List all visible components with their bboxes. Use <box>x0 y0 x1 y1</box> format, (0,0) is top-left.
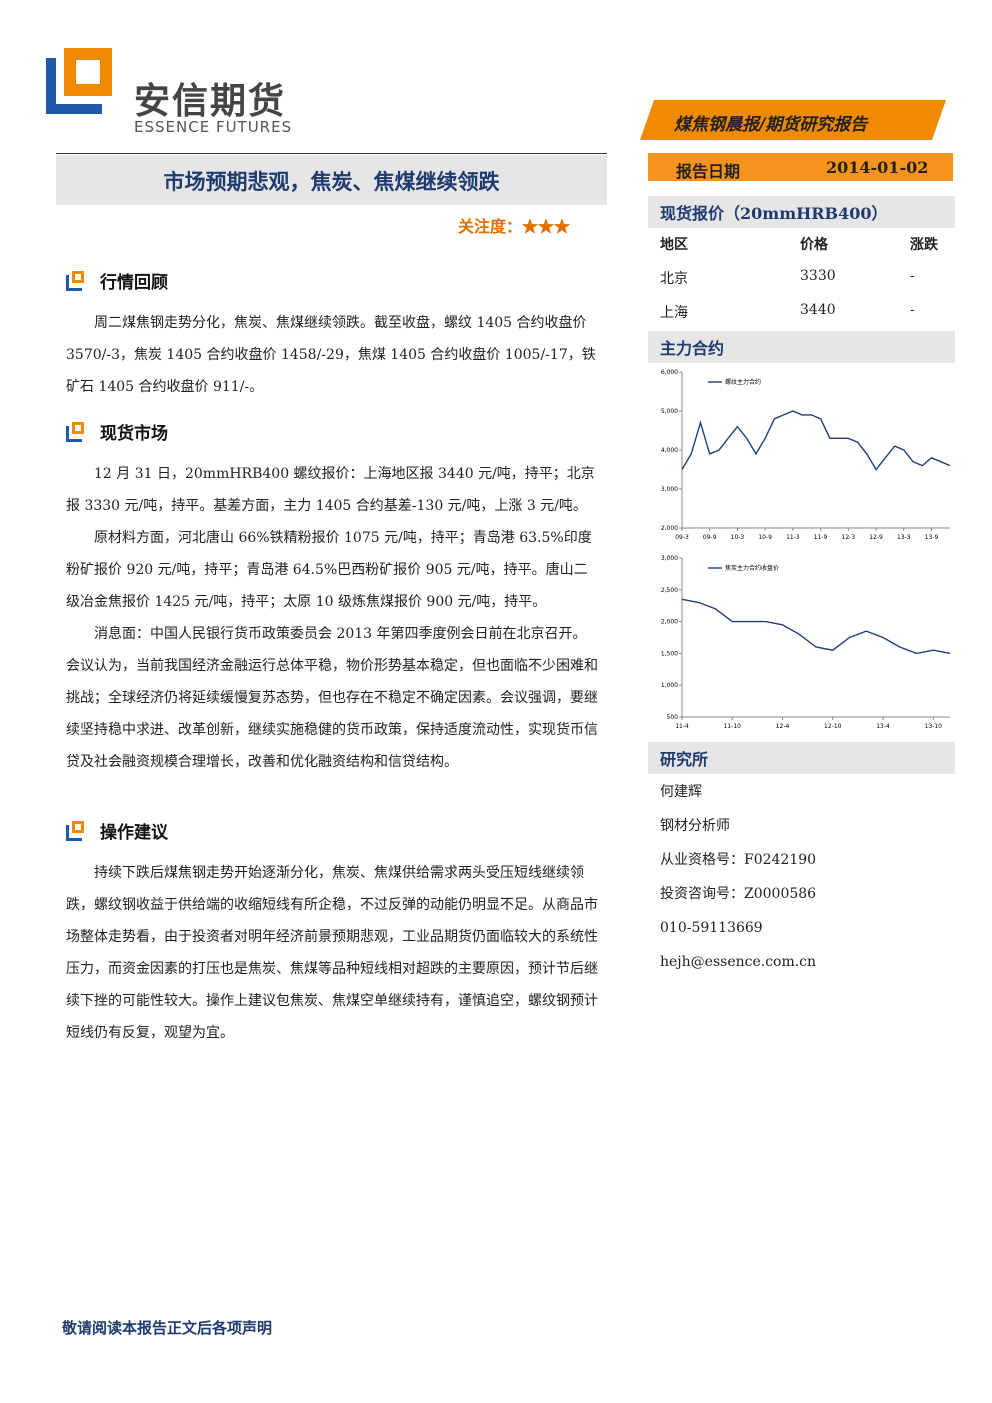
x-tick-label: 10-9 <box>758 534 772 541</box>
section-heading: 操作建议 <box>100 823 168 843</box>
x-tick-label: 11-3 <box>786 534 800 541</box>
attention: 关注度：★★★ <box>458 217 571 236</box>
y-tick-label: 2,000 <box>661 619 678 626</box>
line <box>681 410 951 471</box>
date: 2014-01-02 <box>826 158 929 177</box>
footer: 敬请阅读本报告正文后各项声明 <box>62 1319 273 1337</box>
x-tick-label: 13-10 <box>925 723 943 730</box>
x-tick-label: 13-3 <box>897 534 911 541</box>
column-header: 地区 <box>660 237 688 253</box>
y-tick-label: 5,000 <box>661 408 678 415</box>
paragraph: 12 月 31 日，20mmHRB400 螺纹报价：上海地区报 3440 元/吨… <box>66 466 595 514</box>
y-tick-label: 4,000 <box>661 447 678 454</box>
x-tick-label: 12-3 <box>842 534 856 541</box>
section-icon <box>66 421 84 442</box>
column-header: 涨跌 <box>910 237 938 253</box>
section-header: 现货市场 <box>66 419 600 444</box>
x-tick-label: 13-4 <box>876 723 890 730</box>
legend-label: 螺纹主力合约 <box>725 378 761 386</box>
report-type: 煤焦钢晨报/期货研究报告 <box>674 115 868 135</box>
research-line: hejh@essence.com.cn <box>660 954 817 970</box>
y-tick-label: 500 <box>667 714 679 721</box>
title: 市场预期悲观，焦炭、焦煤继续领跌 <box>163 169 500 194</box>
column-header: 价格 <box>800 237 828 253</box>
chart-coke: 500 1,000 1,500 2,000 2,500 3,000 11-4 11-10 12-… <box>661 555 951 730</box>
x-tick-label: 10-3 <box>731 534 745 541</box>
research-heading: 研究所 <box>648 742 955 774</box>
table-cell: 3440 <box>800 302 836 318</box>
section-icon <box>66 270 84 291</box>
section-header: 操作建议 <box>66 818 600 843</box>
report-banner <box>640 100 946 140</box>
x-tick-label: 12-9 <box>869 534 883 541</box>
section-heading: 行情回顾 <box>100 273 168 293</box>
spot-heading: 现货报价（20mmHRB400） <box>648 196 955 228</box>
y-tick-label: 1,000 <box>661 682 678 689</box>
paragraph: 周二煤焦钢走势分化，焦炭、焦煤继续领跌。截至收盘，螺纹 1405 合约收盘价 3… <box>66 315 596 395</box>
section-icon <box>66 820 84 841</box>
paragraph: 原材料方面，河北唐山 66%铁精粉报价 1075 元/吨，持平；青岛港 63.5… <box>66 530 592 610</box>
line <box>681 598 951 655</box>
x-tick-label: 12-10 <box>824 723 842 730</box>
x-tick-label: 13-9 <box>925 534 939 541</box>
paragraph: 消息面：中国人民银行货币政策委员会 2013 年第四季度例会日前在北京召开。会议… <box>66 626 598 770</box>
research-line: 何建辉 <box>660 784 702 800</box>
y-tick-label: 2,500 <box>661 587 678 594</box>
research-line: 从业资格号：F0242190 <box>660 852 817 868</box>
y-tick-label: 2,000 <box>661 525 678 532</box>
contract-heading: 主力合约 <box>648 331 955 363</box>
research-line: 010-59113669 <box>660 920 763 936</box>
research-line: 钢材分析师 <box>660 818 730 834</box>
legend-label: 焦炭主力合约收盘价 <box>725 564 779 572</box>
spot-table: 地区 价格 涨跌北京 3330 - 上海 3440 - <box>648 230 953 330</box>
table-cell: 3330 <box>800 268 836 284</box>
main-column: 行情回顾周二煤焦钢走势分化，焦炭、焦煤继续领跌。截至收盘，螺纹 1405 合约收… <box>66 268 600 1049</box>
x-tick-label: 12-4 <box>776 723 790 730</box>
chart-rebar: 2,000 3,000 4,000 5,000 6,000 09-3 09-9 10-3 10-… <box>661 369 951 541</box>
table-cell: 上海 <box>660 305 688 321</box>
date-label: 报告日期 <box>676 162 741 181</box>
section-heading: 现货市场 <box>100 424 168 444</box>
research-list: 何建辉钢材分析师从业资格号：F0242190 投资咨询号：Z0000586 010-… <box>660 775 816 979</box>
x-tick-label: 11-9 <box>814 534 828 541</box>
logo-en: ESSENCE FUTURES <box>134 118 293 136</box>
y-tick-label: 6,000 <box>661 369 678 376</box>
x-tick-label: 11-10 <box>724 723 742 730</box>
logo-mark <box>46 48 112 114</box>
research-line: 投资咨询号：Z0000586 <box>660 886 817 902</box>
y-tick-label: 3,000 <box>661 555 678 562</box>
logo-cn: 安信期货 <box>134 80 287 122</box>
paragraph: 持续下跌后煤焦钢走势开始逐渐分化，焦炭、焦煤供给需求两头受压短线继续领跌，螺纹钢… <box>66 865 598 1041</box>
table-cell: - <box>910 268 915 284</box>
y-tick-label: 1,500 <box>661 650 678 657</box>
table-cell: - <box>910 302 915 318</box>
x-tick-label: 09-3 <box>675 534 689 541</box>
table-cell: 北京 <box>660 271 688 287</box>
y-tick-label: 3,000 <box>661 486 678 493</box>
x-tick-label: 09-9 <box>703 534 717 541</box>
x-tick-label: 11-4 <box>675 723 689 730</box>
section-header: 行情回顾 <box>66 268 600 293</box>
